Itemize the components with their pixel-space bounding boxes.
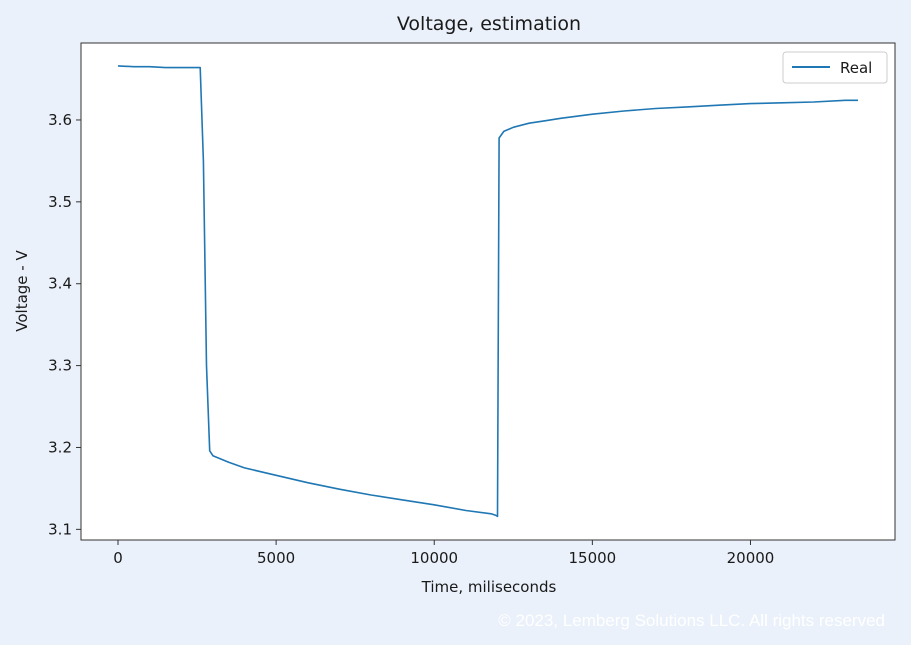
series-lines <box>117 65 858 518</box>
x-tick-label: 15000 <box>568 549 616 567</box>
y-tick-label: 3.4 <box>48 275 72 293</box>
y-tick-label: 3.1 <box>48 520 72 538</box>
x-axis-ticks: 0 5000 10000 15000 20000 <box>113 540 774 567</box>
x-tick-label: 10000 <box>410 549 458 567</box>
series-line-real <box>117 65 858 518</box>
y-axis-ticks: 3.1 3.2 3.3 3.4 3.5 3.6 <box>48 111 81 538</box>
y-tick-label: 3.6 <box>48 111 72 129</box>
legend: Real <box>782 51 888 84</box>
copyright-watermark: © 2023, Lemberg Solutions LLC. All right… <box>498 611 885 630</box>
x-tick-label: 0 <box>113 549 123 567</box>
y-tick-label: 3.2 <box>48 438 72 456</box>
legend-frame <box>782 51 888 84</box>
y-tick-label: 3.3 <box>48 357 72 375</box>
x-axis-label: Time, miliseconds <box>421 578 557 596</box>
y-tick-label: 3.5 <box>48 193 72 211</box>
x-tick-label: 5000 <box>257 549 295 567</box>
plot-area <box>80 42 896 541</box>
legend-label-real: Real <box>840 59 872 77</box>
x-tick-label: 20000 <box>727 549 775 567</box>
chart-title: Voltage, estimation <box>397 13 581 35</box>
y-axis-label: Voltage - V <box>13 250 31 332</box>
